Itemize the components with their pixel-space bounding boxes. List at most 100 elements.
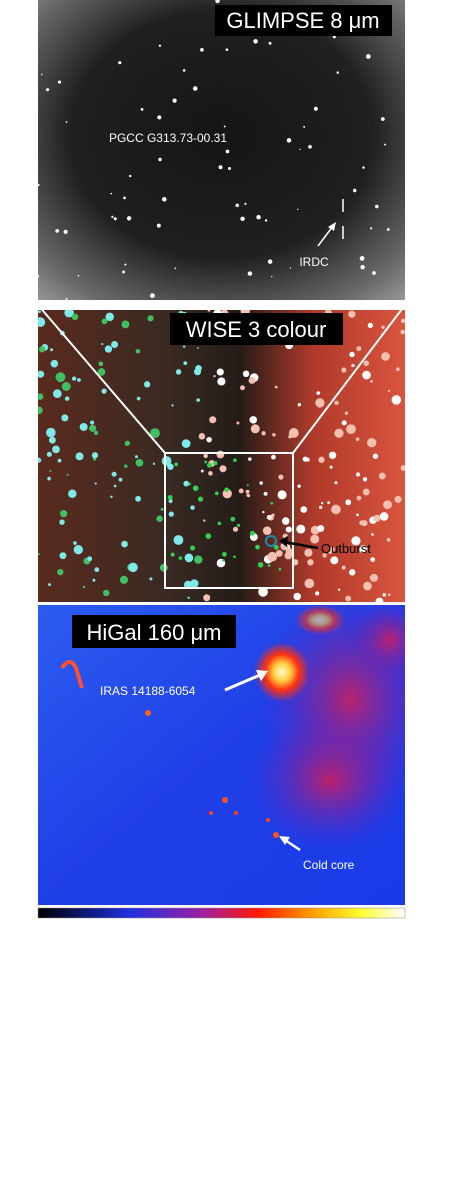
star xyxy=(61,414,69,422)
star xyxy=(288,428,299,438)
star xyxy=(248,377,256,384)
star xyxy=(205,533,212,540)
star xyxy=(278,474,284,480)
star xyxy=(248,457,252,461)
star xyxy=(400,465,405,471)
star xyxy=(345,595,352,602)
star xyxy=(319,505,323,509)
title-box xyxy=(215,5,392,36)
star xyxy=(124,263,127,266)
star xyxy=(297,208,299,211)
star xyxy=(173,535,184,545)
star xyxy=(92,578,96,582)
star xyxy=(192,485,199,492)
star xyxy=(259,481,263,485)
arrow xyxy=(283,540,319,550)
star xyxy=(213,461,218,466)
star xyxy=(278,567,282,571)
star xyxy=(355,437,360,441)
star xyxy=(382,593,387,597)
star xyxy=(370,557,376,562)
star xyxy=(59,552,67,560)
star xyxy=(379,512,389,521)
star xyxy=(206,436,212,443)
star xyxy=(391,395,402,405)
star xyxy=(383,500,393,510)
star xyxy=(217,377,226,386)
star xyxy=(162,197,167,202)
star xyxy=(272,433,276,437)
star xyxy=(362,488,370,496)
star xyxy=(110,495,113,499)
star xyxy=(182,69,186,72)
star xyxy=(327,501,331,505)
panel-glimpse: GLIMPSE 8 μm PGCC G313.73-00.31 IRDC xyxy=(38,0,405,300)
star xyxy=(249,416,257,424)
star xyxy=(250,424,260,434)
star xyxy=(351,363,355,368)
star xyxy=(352,188,357,193)
star xyxy=(38,406,43,414)
star xyxy=(219,465,227,473)
star xyxy=(178,556,183,560)
star xyxy=(57,458,62,463)
star xyxy=(217,521,222,526)
star xyxy=(281,517,290,525)
star xyxy=(152,462,156,465)
star xyxy=(387,593,391,597)
star xyxy=(242,370,250,378)
star xyxy=(128,174,132,178)
star xyxy=(203,453,208,459)
star xyxy=(318,456,325,463)
star xyxy=(97,368,106,376)
star xyxy=(238,488,244,494)
star xyxy=(45,88,50,92)
star xyxy=(380,117,385,121)
star xyxy=(213,375,216,378)
star xyxy=(174,267,177,270)
star xyxy=(271,513,275,517)
star xyxy=(304,548,313,557)
star xyxy=(149,428,160,439)
star xyxy=(293,592,301,601)
star xyxy=(360,264,365,270)
star xyxy=(367,437,377,448)
star xyxy=(308,144,312,149)
star xyxy=(255,544,260,550)
star xyxy=(261,431,266,436)
star xyxy=(232,526,239,532)
star xyxy=(190,505,195,510)
arrow-head xyxy=(328,222,336,231)
star xyxy=(103,589,110,597)
outburst-marker xyxy=(265,535,277,547)
star xyxy=(304,578,315,589)
star xyxy=(52,389,62,399)
star xyxy=(221,551,227,557)
star xyxy=(71,376,77,381)
star xyxy=(315,398,325,408)
star xyxy=(157,115,162,120)
star xyxy=(253,39,258,44)
star xyxy=(285,526,292,533)
star xyxy=(93,430,99,436)
star xyxy=(331,504,341,515)
star xyxy=(236,523,241,527)
star xyxy=(348,310,356,318)
star xyxy=(214,491,219,496)
star xyxy=(64,396,70,401)
star xyxy=(249,530,255,536)
star xyxy=(98,361,104,367)
star xyxy=(369,573,378,582)
star xyxy=(104,345,113,353)
star xyxy=(121,540,128,548)
star xyxy=(275,549,283,557)
star xyxy=(375,204,379,209)
star xyxy=(400,318,405,324)
star xyxy=(194,555,203,564)
star xyxy=(246,484,249,487)
star xyxy=(110,192,113,195)
label: Outburst xyxy=(321,541,371,556)
star xyxy=(222,559,225,562)
star xyxy=(381,325,385,329)
star xyxy=(258,587,268,597)
